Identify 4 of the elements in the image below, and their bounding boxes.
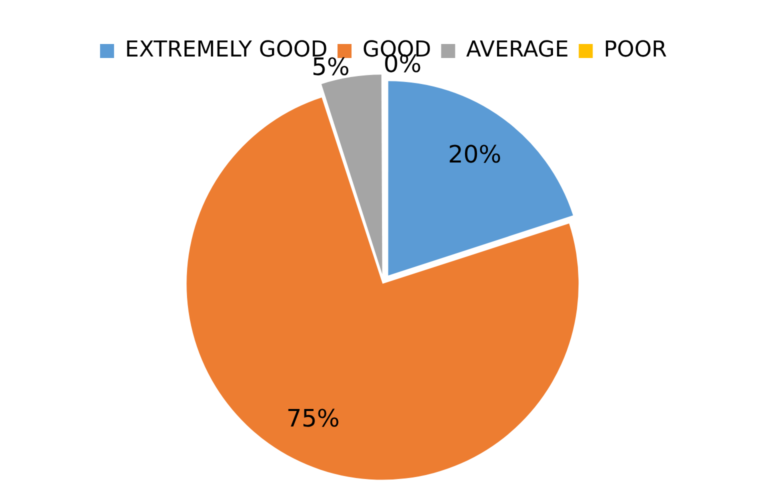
legend-label: POOR: [604, 38, 667, 63]
data-label: 20%: [448, 140, 502, 169]
data-label: 75%: [286, 404, 340, 433]
legend-label: AVERAGE: [466, 38, 569, 63]
